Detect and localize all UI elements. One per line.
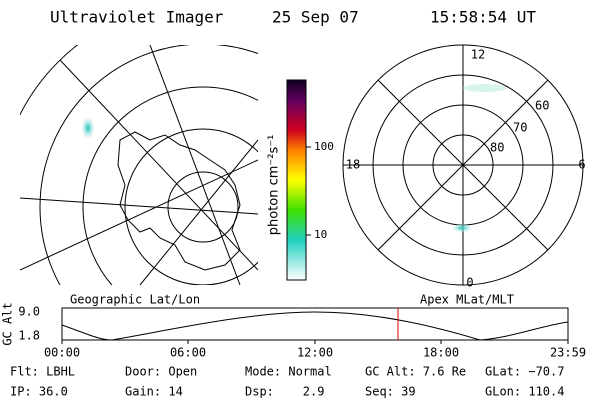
colorbar-tick: 10 bbox=[314, 228, 327, 241]
header: Ultraviolet Imager 25 Sep 07 15:58:54 UT bbox=[50, 8, 536, 27]
panel-label: Apex MLat/MLT bbox=[420, 293, 514, 307]
y-tick-label: 9.0 bbox=[18, 305, 40, 319]
mlt-label: 12 bbox=[471, 48, 485, 62]
geo-map bbox=[20, 45, 258, 285]
status-field: Dsp: 2.9 bbox=[245, 385, 324, 399]
footer: Flt: LBHL Door: Open Mode: Normal GC Alt: 7… bbox=[10, 365, 564, 399]
mlat-label: 70 bbox=[513, 121, 527, 135]
colorbar bbox=[286, 79, 307, 281]
status-field: Mode: Normal bbox=[245, 365, 332, 379]
x-tick-label: 00:00 bbox=[44, 346, 80, 360]
status-field: GC Alt: 7.6 Re bbox=[365, 365, 466, 379]
instrument: Ultraviolet Imager bbox=[50, 8, 224, 27]
status-field: Door: Open bbox=[125, 365, 197, 379]
status-field: GLat: −70.7 bbox=[485, 365, 564, 379]
status-field: Seq: 39 bbox=[365, 385, 416, 399]
axis-label: GC Alt bbox=[1, 302, 15, 345]
mlt-label: 12 bbox=[471, 48, 485, 62]
mlt-label: 0 bbox=[466, 276, 473, 290]
status-field: IP: 36.0 bbox=[10, 385, 68, 399]
x-tick-label: 06:00 bbox=[170, 346, 206, 360]
colorbar-tick: 100 bbox=[314, 140, 334, 153]
mlt-label: 18 bbox=[346, 158, 360, 172]
x-tick-label: 23:59 bbox=[550, 346, 586, 360]
status-field: Gain: 14 bbox=[125, 385, 183, 399]
date: 25 Sep 07 bbox=[272, 8, 359, 27]
time: 15:58:54 UT bbox=[430, 8, 536, 27]
mlt-label: 6 bbox=[578, 158, 585, 172]
x-tick-label: 18:00 bbox=[423, 346, 459, 360]
mlat-label: 60 bbox=[535, 99, 549, 113]
colorbar-label: photon cm⁻²s⁻¹ bbox=[267, 135, 282, 236]
y-tick-label: 1.8 bbox=[18, 329, 40, 343]
polar-plot: 12 12 18 6 0 80 70 60 bbox=[342, 44, 586, 290]
panel-label: Geographic Lat/Lon bbox=[70, 293, 200, 307]
altitude-panel: Geographic Lat/Lon Apex MLat/MLT GC Alt … bbox=[1, 293, 587, 360]
status-field: GLon: 110.4 bbox=[485, 385, 564, 399]
x-tick-label: 12:00 bbox=[297, 346, 333, 360]
status-field: Flt: LBHL bbox=[10, 365, 75, 379]
mlat-label: 80 bbox=[490, 141, 504, 155]
